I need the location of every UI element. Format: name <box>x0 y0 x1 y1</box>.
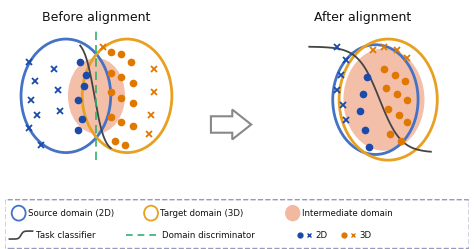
Text: Task classifier: Task classifier <box>36 231 96 240</box>
Text: Intermediate domain: Intermediate domain <box>302 209 393 218</box>
Ellipse shape <box>343 49 424 151</box>
Text: Source domain (2D): Source domain (2D) <box>28 209 114 218</box>
Text: After alignment: After alignment <box>314 11 411 24</box>
Text: Before alignment: Before alignment <box>42 11 151 24</box>
Text: Target domain (3D): Target domain (3D) <box>160 209 244 218</box>
Ellipse shape <box>68 58 125 134</box>
Text: 2D: 2D <box>315 231 327 240</box>
Text: 3D: 3D <box>359 231 371 240</box>
Text: Domain discriminator: Domain discriminator <box>162 231 255 240</box>
Ellipse shape <box>286 206 300 221</box>
FancyArrow shape <box>211 110 251 139</box>
FancyBboxPatch shape <box>5 200 469 249</box>
